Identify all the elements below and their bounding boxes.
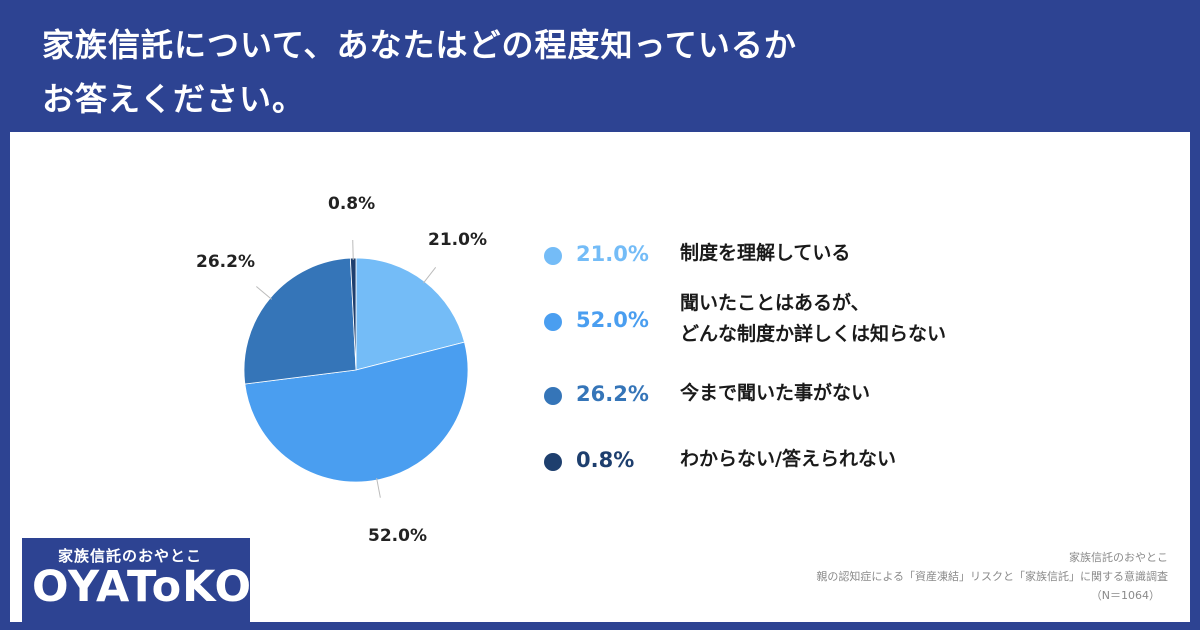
legend-text: 制度を理解している <box>680 242 851 264</box>
page-title-line2: お答えください。 <box>42 80 306 118</box>
legend-dot <box>544 387 562 405</box>
legend-text: 聞いたことはあるが、 <box>680 292 870 314</box>
legend-pct: 21.0% <box>576 242 649 266</box>
leader-line <box>376 477 381 498</box>
legend-dot <box>544 453 562 471</box>
logo-wordmark: OYAToKO <box>32 562 253 612</box>
legend-pct: 52.0% <box>576 308 649 332</box>
legend-dot <box>544 313 562 331</box>
leader-line <box>256 286 273 300</box>
slice-label-52-0: 52.0% <box>368 526 427 546</box>
logo-subtitle: 家族信託のおやとこ <box>58 547 203 565</box>
slice-label-21-0: 21.0% <box>428 230 487 250</box>
header: 家族信託について、あなたはどの程度知っているか お答えください。 <box>0 0 1200 132</box>
pie-chart <box>243 240 469 498</box>
slice-label-26-2: 26.2% <box>196 252 255 272</box>
legend-text: 今まで聞いた事がない <box>680 382 871 404</box>
leader-line <box>423 266 437 284</box>
legend-dot <box>544 247 562 265</box>
pie-slice <box>243 257 357 385</box>
source-brand: 家族信託のおやとこ <box>1069 551 1168 564</box>
leader-line <box>352 240 354 261</box>
legend-text: わからない/答えられない <box>680 448 896 470</box>
page-title-line1: 家族信託について、あなたはどの程度知っているか <box>42 26 797 64</box>
source-sample-size: （N＝1064） <box>1090 589 1160 602</box>
legend-text: どんな制度か詳しくは知らない <box>680 323 947 345</box>
source-survey: 親の認知症による「資産凍結」リスクと「家族信託」に関する意識調査 <box>816 570 1168 583</box>
legend-pct: 26.2% <box>576 382 649 406</box>
logo: 家族信託のおやとこ OYAToKO <box>22 538 253 622</box>
legend-pct: 0.8% <box>576 448 635 472</box>
slice-label-0-8: 0.8% <box>328 194 376 214</box>
